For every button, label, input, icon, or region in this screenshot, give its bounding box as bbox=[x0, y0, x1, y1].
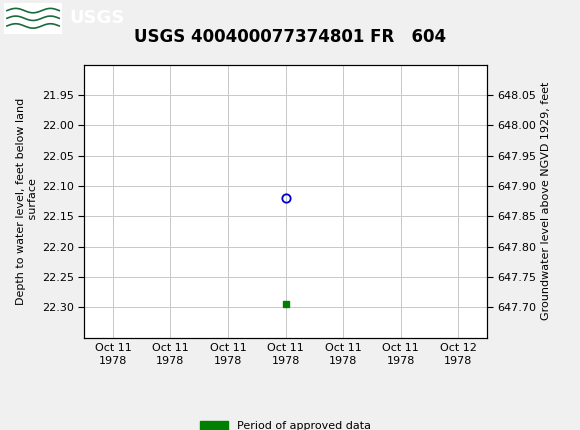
Y-axis label: Groundwater level above NGVD 1929, feet: Groundwater level above NGVD 1929, feet bbox=[541, 82, 551, 320]
Legend: Period of approved data: Period of approved data bbox=[196, 416, 375, 430]
Y-axis label: Depth to water level, feet below land
 surface: Depth to water level, feet below land su… bbox=[16, 98, 38, 304]
Text: USGS: USGS bbox=[69, 9, 124, 27]
Bar bbox=[4, 3, 62, 34]
Text: USGS 400400077374801 FR   604: USGS 400400077374801 FR 604 bbox=[134, 28, 446, 46]
